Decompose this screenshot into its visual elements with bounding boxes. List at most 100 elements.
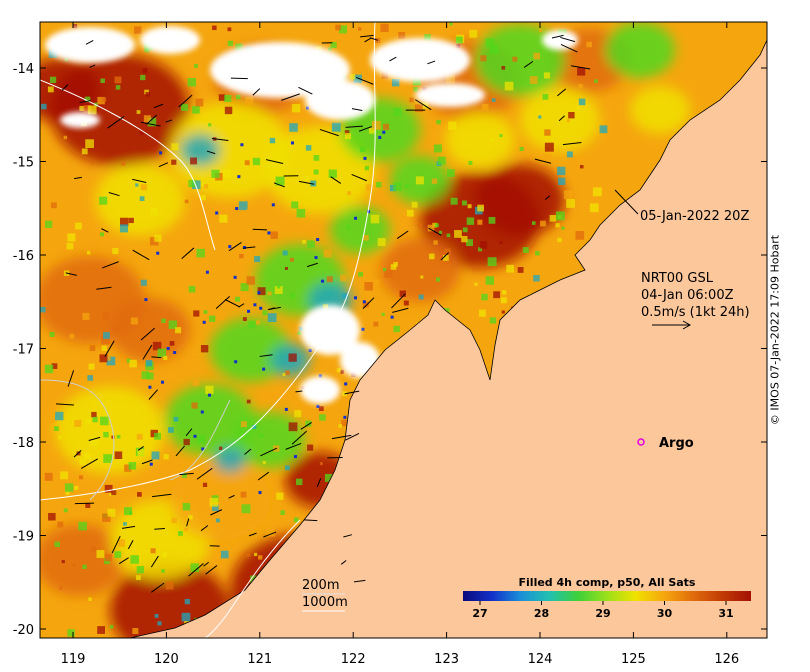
sst-pixel (450, 197, 458, 205)
sst-pixel (373, 279, 380, 285)
sst-pixel (390, 264, 397, 270)
sst-pixel (137, 449, 145, 456)
sst-pixel (364, 282, 373, 291)
sst-pixel (313, 155, 320, 161)
cloud-gaps (45, 26, 578, 404)
colorbar-tick-label: 30 (657, 607, 673, 620)
sst-pixel (275, 176, 285, 186)
current-vector (108, 191, 120, 197)
current-vector (427, 60, 436, 65)
sst-pixel (183, 438, 190, 446)
sst-pixel (267, 291, 272, 296)
current-vector (364, 37, 372, 43)
current-title: NRT00 GSL (641, 271, 714, 286)
current-vector (355, 76, 374, 85)
current-vector (150, 555, 159, 568)
sst-pixel (150, 207, 158, 216)
lon-tick-label: 125 (621, 652, 646, 667)
timestamp-label: 05-Jan-2022 20Z (640, 209, 749, 224)
sst-pixel (83, 105, 92, 113)
sst-pixel (152, 341, 162, 351)
sst-pixel (49, 76, 57, 83)
cloud-gap (415, 83, 485, 107)
sst-pixel-cold (201, 447, 205, 451)
sst-pixel (188, 285, 196, 293)
sst-pixel (240, 283, 249, 292)
sst-pixel (78, 521, 87, 531)
sst-pixel (181, 612, 191, 622)
sst-pixel (47, 406, 56, 415)
sst-pixel (140, 74, 146, 81)
sst-pixel (87, 375, 94, 381)
sst-pixel-cold (314, 256, 318, 260)
current-vector (351, 173, 367, 182)
sst-pixel (353, 74, 362, 84)
sst-pixel (403, 300, 409, 306)
sst-pixel (519, 146, 524, 151)
sst-pixel-cold (343, 415, 347, 419)
sst-pixel (594, 79, 598, 83)
sst-pixel (192, 379, 200, 387)
current-vector (242, 246, 256, 249)
sst-pixel (257, 287, 266, 296)
current-vector (127, 540, 134, 550)
sst-pixel-cold (159, 151, 163, 155)
current-vector (295, 390, 303, 393)
longitude-axis: 119 120 121 122 123 124 125 126 (61, 22, 739, 667)
sst-pixel (92, 416, 98, 423)
sst-pixel (280, 510, 286, 515)
current-vector (142, 344, 153, 360)
cloud-gap (305, 80, 375, 120)
sst-pixel (371, 120, 381, 130)
sst-pixel (393, 107, 402, 117)
sst-pixel (79, 458, 86, 466)
sst-pixel-cold (200, 410, 204, 414)
current-vector (55, 403, 74, 406)
sst-pixel (203, 310, 208, 314)
current-vector (428, 227, 442, 236)
current-vector (571, 65, 591, 70)
current-vector (560, 36, 576, 43)
sst-pixel (335, 24, 341, 31)
sst-pixel (304, 175, 310, 181)
sst-pixel (106, 356, 116, 366)
sst-pixel-cold (205, 270, 209, 274)
sst-pixel (563, 190, 573, 200)
sst-pixel (462, 200, 467, 206)
sst-pixel-cold (234, 360, 238, 364)
cloud-gap (45, 27, 135, 63)
sst-pixel-cold (144, 298, 148, 302)
land (129, 22, 767, 638)
sst-pixel-cold (262, 367, 266, 371)
current-vector (153, 103, 164, 109)
sst-pixel (333, 437, 341, 444)
lon-tick-label: 122 (341, 652, 366, 667)
current-vector (560, 43, 578, 53)
current-vector (61, 84, 69, 91)
sst-pixel (433, 144, 442, 153)
sst-pixel (241, 504, 251, 514)
sst-pixel (469, 29, 478, 38)
sst-pixel (147, 117, 157, 127)
sst-pixel (87, 105, 97, 115)
sst-pixel (291, 103, 301, 113)
argo-marker (637, 438, 645, 446)
sst-pixel (288, 422, 298, 432)
sst-pixel (330, 41, 337, 49)
sst-pixel (266, 527, 275, 537)
current-vector (154, 527, 165, 530)
colorbar (463, 591, 751, 601)
sst-pixel (154, 614, 159, 618)
current-vector (181, 247, 195, 260)
sst-pixel (190, 157, 198, 165)
sst-pixel (252, 157, 261, 166)
sst-pixel (223, 169, 231, 178)
sst-pixel (154, 234, 162, 242)
sst-pixel (72, 24, 78, 29)
sst-pixel-cold (253, 303, 257, 307)
sst-pixel (106, 356, 111, 361)
sst-pixel (145, 91, 150, 97)
cloud-gap (60, 112, 100, 128)
sst-pixel (178, 531, 183, 536)
sst-pixel (195, 98, 204, 107)
